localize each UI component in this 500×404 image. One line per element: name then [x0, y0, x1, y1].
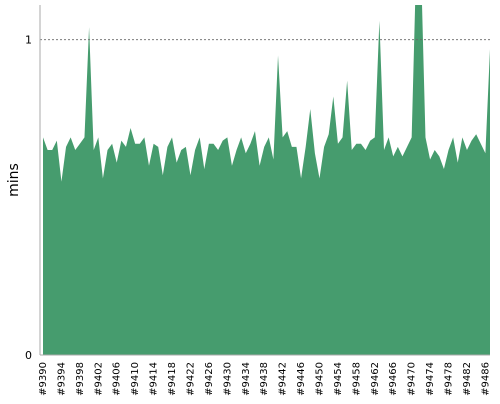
x-tick-label: #9418: [167, 362, 178, 396]
x-tick-label: #9430: [222, 362, 233, 396]
x-tick-label: #9478: [444, 362, 455, 396]
x-tick-label: #9486: [480, 362, 491, 396]
x-tick-label: #9466: [388, 362, 399, 396]
area: [43, 5, 490, 355]
x-tick-label: #9434: [241, 362, 252, 396]
x-tick-label: #9390: [38, 362, 49, 396]
x-tick-label: #9458: [351, 362, 362, 396]
x-tick-label: #9450: [314, 362, 325, 396]
x-tick-label: #9422: [185, 362, 196, 396]
x-tick-label: #9470: [407, 362, 418, 396]
x-tick-label: #9410: [130, 362, 141, 396]
x-tick-label: #9474: [425, 362, 436, 396]
x-tick-label: #9398: [75, 362, 86, 396]
x-tick-label: #9446: [296, 362, 307, 396]
x-tick-label: #9438: [259, 362, 270, 396]
x-tick-label: #9414: [149, 362, 160, 396]
x-tick-label: #9462: [370, 362, 381, 396]
y-tick-label: 1: [25, 34, 32, 47]
y-axis-label: mins: [6, 163, 22, 197]
x-tick-label: #9482: [462, 362, 473, 396]
x-tick-label: #9394: [56, 362, 67, 396]
x-tick-label: #9454: [333, 362, 344, 396]
x-tick-label: #9402: [93, 362, 104, 396]
x-tick-label: #9442: [278, 362, 289, 396]
x-tick-label: #9426: [204, 362, 215, 396]
x-tick-label: #9406: [112, 362, 123, 396]
y-tick-label: 0: [25, 349, 32, 362]
